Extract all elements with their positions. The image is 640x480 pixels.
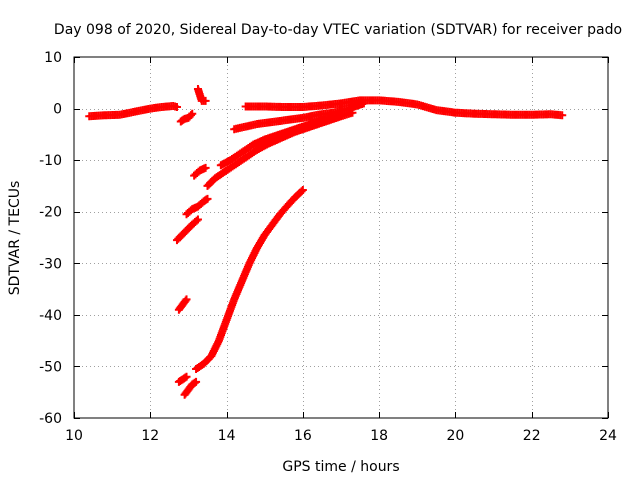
data-point [182,295,191,304]
data-point [192,377,201,386]
data-point [201,163,210,172]
data-point [188,109,197,118]
data-point [172,103,181,112]
x-tick-label: 14 [218,428,236,444]
x-tick-label: 20 [447,428,465,444]
y-tick-label: -10 [39,153,62,169]
y-tick-label: -30 [39,256,62,272]
series-track-m [180,377,201,399]
plot-frame [73,56,609,419]
data-point [297,187,306,196]
y-tick-label: -20 [39,205,62,221]
data-point [186,111,195,120]
x-tick-label: 12 [141,428,159,444]
y-tick-label: -60 [39,411,62,427]
series-track-l [174,372,191,386]
series-track-h [190,163,210,180]
data-point [348,108,357,117]
series-track-i [182,194,212,219]
x-tick-label: 18 [370,428,388,444]
data-point [298,186,307,195]
data-point [201,96,210,105]
x-tick-label: 24 [599,428,617,444]
y-axis-label: SDTVAR / TECUs [7,181,23,296]
y-tick-label: 0 [53,102,62,118]
series-track-j [172,215,202,245]
y-tick-label: -40 [39,308,62,324]
x-tick-labels: 10 12 14 16 18 20 22 24 [65,428,617,444]
series-track-d [241,96,567,120]
data-point [182,372,191,381]
y-tick-labels: 10 0 -10 -20 -30 -40 -50 -60 [39,50,62,427]
y-tick-label: -50 [39,359,62,375]
series-track-g [203,108,357,190]
data-point [193,215,202,224]
series-track-k [174,295,191,314]
x-tick-label: 16 [294,428,312,444]
data-point [558,111,567,120]
data-point [359,99,368,108]
data-point [192,216,201,225]
x-axis-label: GPS time / hours [282,459,399,475]
chart-title: Day 098 of 2020, Sidereal Day-to-day VTE… [54,22,622,38]
data-point [203,194,212,203]
x-tick-label: 22 [523,428,541,444]
series-track-c [193,84,210,105]
y-tick-label: 10 [44,50,62,66]
series-track-n [192,186,307,374]
data-points [85,84,567,399]
x-tick-label: 10 [65,428,83,444]
series-track-a [85,101,181,121]
series-track-e [230,99,368,134]
series-track-b [176,109,197,126]
